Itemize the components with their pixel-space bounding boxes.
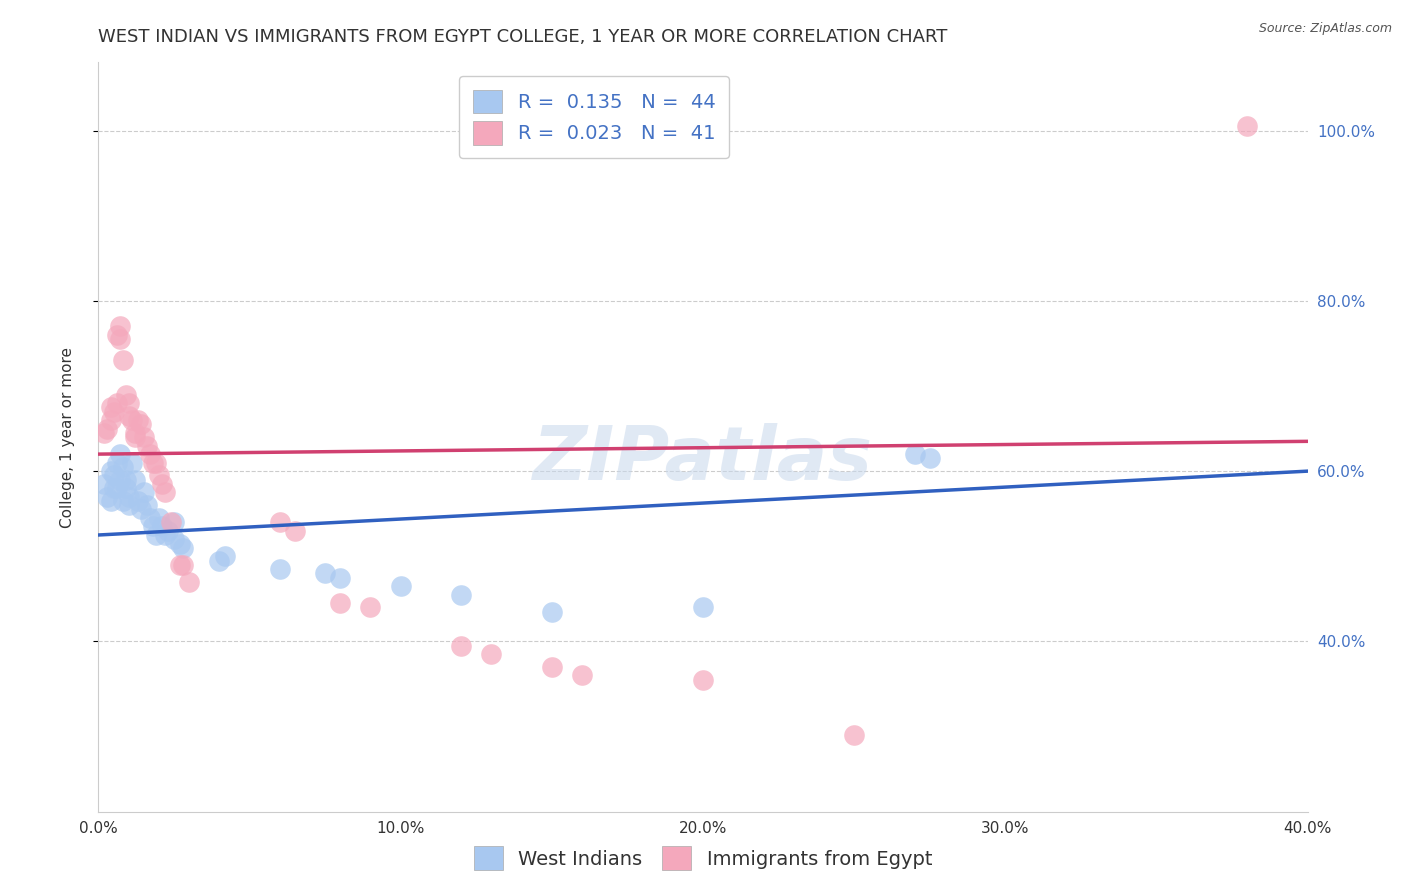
Point: [142, 456, 165, 470]
Point: [135, 498, 157, 512]
Point: [108, 447, 131, 461]
Point: [111, 494, 134, 508]
Point: [214, 549, 236, 564]
Point: [111, 353, 134, 368]
Point: [114, 481, 136, 495]
Point: [127, 413, 149, 427]
Point: [150, 476, 173, 491]
Point: [135, 439, 157, 453]
Point: [139, 447, 162, 461]
Point: [163, 515, 186, 529]
Text: WEST INDIAN VS IMMIGRANTS FROM EGYPT COLLEGE, 1 YEAR OR MORE CORRELATION CHART: WEST INDIAN VS IMMIGRANTS FROM EGYPT COL…: [98, 28, 948, 45]
Point: [692, 600, 714, 615]
Point: [100, 494, 122, 508]
Y-axis label: College, 1 year or more: College, 1 year or more: [60, 347, 75, 527]
Point: [918, 451, 941, 466]
Point: [100, 413, 122, 427]
Point: [100, 464, 122, 478]
Point: [121, 413, 143, 427]
Point: [571, 668, 593, 682]
Point: [360, 600, 382, 615]
Point: [124, 425, 146, 440]
Point: [145, 456, 167, 470]
Point: [105, 396, 128, 410]
Point: [132, 430, 155, 444]
Point: [124, 430, 146, 444]
Point: [269, 515, 291, 529]
Point: [540, 605, 562, 619]
Point: [96, 490, 118, 504]
Point: [105, 327, 128, 342]
Point: [129, 502, 152, 516]
Point: [114, 473, 136, 487]
Point: [150, 519, 173, 533]
Point: [103, 468, 125, 483]
Point: [1236, 120, 1258, 134]
Point: [93, 425, 115, 440]
Point: [148, 511, 170, 525]
Point: [450, 588, 472, 602]
Point: [118, 490, 141, 504]
Point: [389, 579, 412, 593]
Point: [904, 447, 927, 461]
Point: [103, 481, 125, 495]
Point: [105, 481, 128, 495]
Point: [179, 574, 201, 589]
Point: [139, 511, 162, 525]
Point: [121, 456, 143, 470]
Point: [314, 566, 336, 581]
Point: [450, 639, 472, 653]
Point: [156, 524, 179, 538]
Point: [153, 528, 176, 542]
Point: [108, 319, 131, 334]
Legend: R =  0.135   N =  44, R =  0.023   N =  41: R = 0.135 N = 44, R = 0.023 N = 41: [460, 76, 730, 159]
Point: [129, 417, 152, 432]
Point: [124, 473, 146, 487]
Point: [105, 456, 128, 470]
Point: [118, 409, 141, 423]
Point: [481, 647, 503, 661]
Point: [153, 485, 176, 500]
Text: Source: ZipAtlas.com: Source: ZipAtlas.com: [1258, 22, 1392, 36]
Point: [103, 404, 125, 418]
Point: [284, 524, 307, 538]
Point: [269, 562, 291, 576]
Text: ZIPatlas: ZIPatlas: [533, 423, 873, 496]
Point: [844, 728, 866, 742]
Legend: West Indians, Immigrants from Egypt: West Indians, Immigrants from Egypt: [465, 838, 941, 878]
Point: [169, 536, 191, 550]
Point: [145, 528, 167, 542]
Point: [540, 660, 562, 674]
Point: [208, 553, 231, 567]
Point: [108, 473, 131, 487]
Point: [142, 519, 165, 533]
Point: [96, 421, 118, 435]
Point: [111, 459, 134, 474]
Point: [127, 494, 149, 508]
Point: [169, 558, 191, 572]
Point: [692, 673, 714, 687]
Point: [100, 401, 122, 415]
Point: [329, 596, 352, 610]
Point: [329, 571, 352, 585]
Point: [118, 396, 141, 410]
Point: [118, 498, 141, 512]
Point: [108, 332, 131, 346]
Point: [148, 468, 170, 483]
Point: [160, 515, 183, 529]
Point: [93, 476, 115, 491]
Point: [114, 387, 136, 401]
Point: [132, 485, 155, 500]
Point: [172, 558, 194, 572]
Point: [172, 541, 194, 555]
Point: [163, 533, 186, 547]
